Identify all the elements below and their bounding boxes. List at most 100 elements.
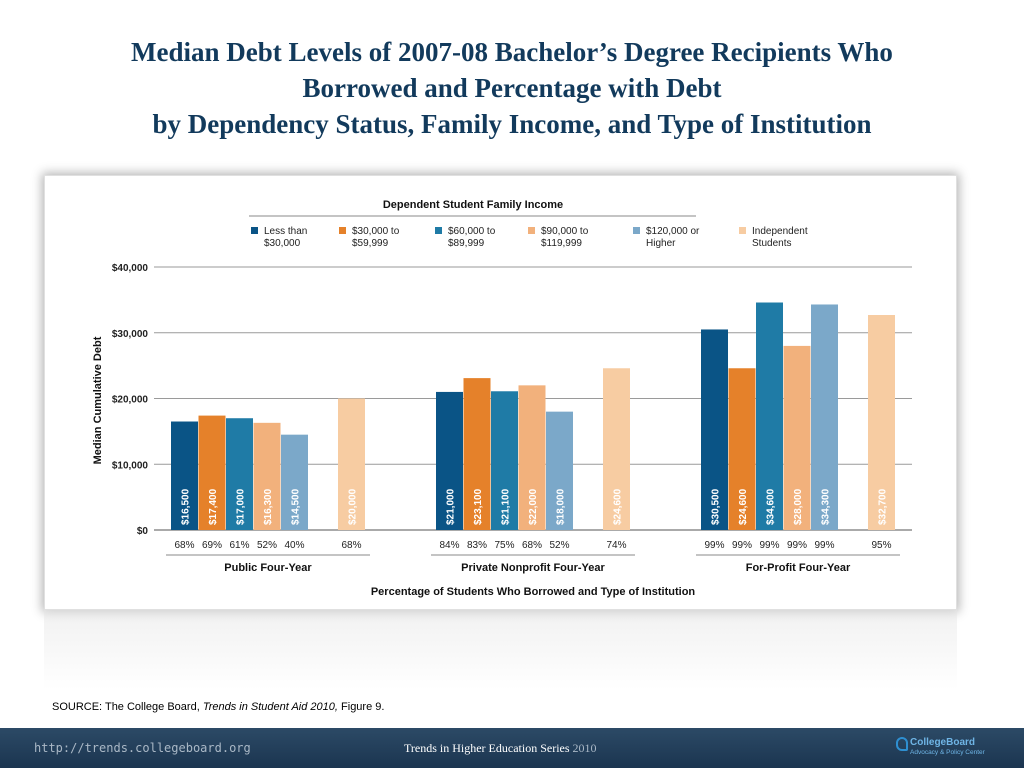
legend-label: $60,000 to	[448, 226, 496, 237]
legend-label: $59,999	[352, 238, 389, 249]
y-tick-label: $40,000	[112, 263, 149, 274]
category-label: Private Nonprofit Four-Year	[461, 562, 605, 574]
source-suffix: Figure 9.	[337, 701, 385, 713]
legend-label: $30,000 to	[352, 226, 400, 237]
bar-value-label: $32,700	[878, 488, 889, 525]
legend-label: Students	[752, 238, 791, 249]
bar	[281, 434, 308, 530]
bar	[518, 385, 546, 530]
x-axis-title: Percentage of Students Who Borrowed and …	[371, 586, 696, 598]
category-label: Public Four-Year	[224, 562, 312, 574]
legend-title: Dependent Student Family Income	[383, 199, 563, 211]
bar	[603, 368, 630, 530]
legend-swatch	[633, 227, 640, 234]
legend-label: $90,000 to	[541, 226, 589, 237]
footer-bar: http://trends.collegeboard.org Trends in…	[0, 728, 1024, 768]
footer-series-name: Trends in Higher Education Series	[404, 741, 570, 755]
bar-chart: $0 $10,000 $20,000 $30,000 $40,000 Median Cum…	[92, 199, 912, 598]
footer-url[interactable]: http://trends.collegeboard.org	[34, 741, 251, 755]
bar-value-label: $34,300	[821, 488, 832, 525]
bar-value-label: $18,000	[556, 488, 567, 525]
title-line-1: Median Debt Levels of 2007-08 Bachelor’s…	[131, 37, 893, 67]
bar-value-label: $21,000	[446, 488, 457, 525]
percent-label: 83%	[467, 540, 487, 551]
bar-value-label: $16,300	[263, 488, 274, 525]
bar-value-label: $30,500	[711, 488, 722, 525]
title-line-2: Borrowed and Percentage with Debt	[302, 73, 722, 103]
bar-value-label: $20,000	[348, 488, 359, 525]
bar-value-label: $24,600	[738, 488, 749, 525]
percent-label: 99%	[814, 540, 834, 551]
slide-title: Median Debt Levels of 2007-08 Bachelor’s…	[0, 34, 1024, 142]
y-tick-label: $0	[137, 526, 149, 537]
category-label: For-Profit Four-Year	[746, 562, 851, 574]
bar	[701, 329, 728, 530]
footer-series-title: Trends in Higher Education Series 2010	[404, 741, 597, 756]
percent-label: 52%	[549, 540, 569, 551]
percent-label: 68%	[174, 540, 194, 551]
collegeboard-logo-icon	[896, 737, 908, 751]
legend-swatch	[435, 227, 442, 234]
footer-series-year: 2010	[572, 741, 597, 755]
bar	[868, 314, 895, 530]
y-axis-title: Median Cumulative Debt	[92, 336, 104, 464]
y-tick-label: $10,000	[112, 460, 149, 471]
percent-label: 95%	[871, 540, 891, 551]
title-line-3: by Dependency Status, Family Income, and…	[152, 109, 872, 139]
logo-subtitle: Advocacy & Policy Center	[910, 749, 985, 756]
legend-swatch	[739, 227, 746, 234]
collegeboard-logo: CollegeBoard Advocacy & Policy Center	[896, 735, 1016, 765]
percent-label: 69%	[202, 540, 222, 551]
y-tick-label: $30,000	[112, 329, 149, 340]
bar-value-label: $17,000	[236, 488, 247, 525]
percent-label: 75%	[494, 540, 514, 551]
bar	[253, 422, 281, 530]
percent-label: 68%	[522, 540, 542, 551]
legend-label: $89,999	[448, 238, 485, 249]
bar-value-label: $34,600	[766, 488, 777, 525]
legend-label: $120,000 or	[646, 226, 700, 237]
bar-value-label: $17,400	[208, 488, 219, 525]
logo-name: CollegeBoard	[910, 737, 976, 748]
bar	[338, 398, 365, 530]
legend-label: Less than	[264, 226, 307, 237]
legend-label: $30,000	[264, 238, 301, 249]
bar-value-label: $16,500	[181, 488, 192, 525]
percent-label: 99%	[732, 540, 752, 551]
legend-swatch	[339, 227, 346, 234]
bar	[226, 418, 253, 530]
bar	[463, 378, 491, 530]
percent-label: 40%	[284, 540, 304, 551]
percent-label: 99%	[704, 540, 724, 551]
source-prefix: SOURCE: The College Board,	[52, 701, 203, 713]
percent-label: 99%	[787, 540, 807, 551]
legend-swatch	[528, 227, 535, 234]
legend-label: Independent	[752, 226, 808, 237]
percent-label: 84%	[439, 540, 459, 551]
bar	[436, 391, 463, 530]
percent-label: 61%	[229, 540, 249, 551]
bar-value-label: $14,500	[291, 488, 302, 525]
bar	[783, 345, 811, 530]
bar	[756, 302, 783, 530]
legend-swatch	[251, 227, 258, 234]
source-note: SOURCE: The College Board, Trends in Stu…	[52, 701, 384, 713]
bar-value-label: $24,600	[613, 488, 624, 525]
bar-value-label: $23,100	[473, 488, 484, 525]
percent-label: 68%	[341, 540, 361, 551]
bar-value-label: $21,100	[501, 488, 512, 525]
bar-value-label: $28,000	[793, 488, 804, 525]
legend-label: Higher	[646, 238, 676, 249]
bar-value-label: $22,000	[528, 488, 539, 525]
bar	[491, 391, 518, 530]
percent-label: 52%	[257, 540, 277, 551]
bar	[811, 304, 838, 530]
legend-label: $119,999	[541, 238, 582, 249]
source-title: Trends in Student Aid 2010,	[202, 701, 338, 713]
chart-panel: $0 $10,000 $20,000 $30,000 $40,000 Median Cum…	[44, 175, 957, 690]
bar	[728, 368, 756, 530]
y-tick-label: $20,000	[112, 395, 149, 406]
percent-label: 99%	[759, 540, 779, 551]
bar	[198, 415, 226, 530]
bar	[171, 421, 198, 530]
